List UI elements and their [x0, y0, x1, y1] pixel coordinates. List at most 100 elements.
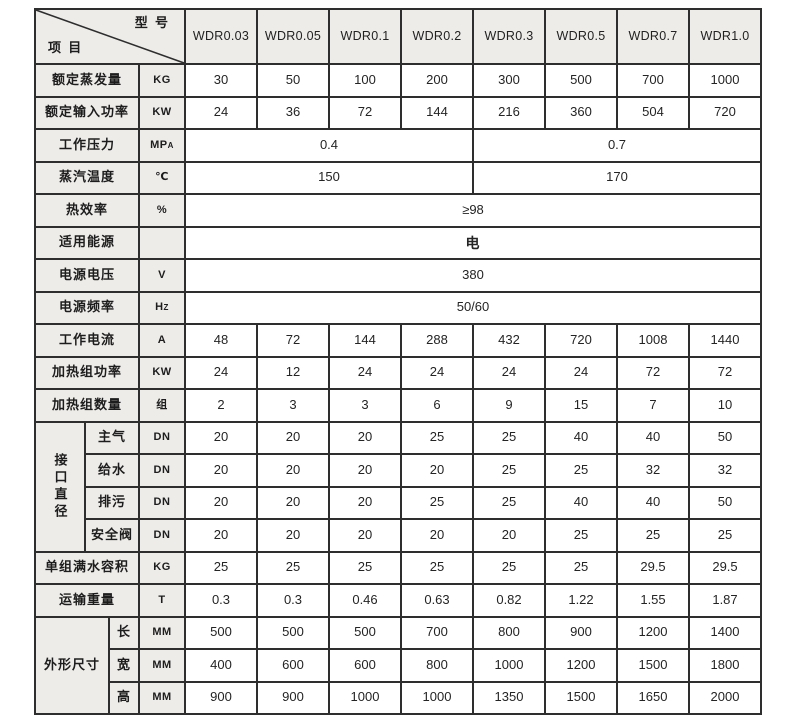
model-header: WDR1.0 [688, 8, 762, 65]
unit-cell: MM [138, 680, 186, 715]
value-cell: 25 [472, 453, 546, 488]
value-cell: 0.3 [184, 583, 258, 618]
value-cell: 1000 [328, 680, 402, 715]
value-cell: 25 [400, 420, 474, 455]
sub-label: 高 [108, 680, 140, 715]
row-rated-input-power: 额定输入功率 KW 24 36 72 144 216 360 504 720 [34, 95, 762, 130]
value-cell: 700 [400, 615, 474, 650]
unit-cell: 组 [138, 388, 186, 423]
row-steam-temperature: 蒸汽温度 ℃ 150 170 [34, 160, 762, 195]
value-cell-merged: 50/60 [184, 290, 762, 325]
row-dimension-height: 高 MM 900 900 1000 1000 1350 1500 1650 20… [35, 680, 762, 715]
value-cell: 32 [688, 453, 762, 488]
row-label: 加热组数量 [34, 388, 140, 423]
value-cell: 50 [256, 63, 330, 98]
value-cell: 20 [256, 518, 330, 553]
value-cell: 100 [328, 63, 402, 98]
model-header: WDR0.03 [184, 8, 258, 65]
value-cell: 12 [256, 355, 330, 390]
sub-label: 主气 [84, 420, 140, 455]
unit-cell [138, 225, 186, 260]
value-cell: 50 [688, 420, 762, 455]
value-cell: 40 [544, 485, 618, 520]
unit-cell: KW [138, 355, 186, 390]
value-cell: 24 [184, 95, 258, 130]
row-pipe-main-steam: 接口直径 主气 DN 20 20 20 25 25 40 40 50 [34, 420, 762, 553]
value-cell: 25 [472, 420, 546, 455]
value-cell: 29.5 [616, 550, 690, 585]
unit-cell: V [138, 258, 186, 293]
model-header: WDR0.05 [256, 8, 330, 65]
unit-cell: MPa [138, 128, 186, 163]
value-cell: 2000 [688, 680, 762, 715]
value-cell: 0.63 [400, 583, 474, 618]
row-label: 额定输入功率 [34, 95, 140, 130]
row-label: 额定蒸发量 [34, 63, 140, 98]
model-header: WDR0.3 [472, 8, 546, 65]
value-cell: 24 [472, 355, 546, 390]
row-power-frequency: 电源频率 Hz 50/60 [34, 290, 762, 325]
value-cell: 6 [400, 388, 474, 423]
value-cell: 1.55 [616, 583, 690, 618]
value-cell-merged: ≥98 [184, 193, 762, 228]
unit-cell: KG [138, 63, 186, 98]
row-pipe-blowdown: 排污 DN 20 20 20 25 25 40 40 50 [35, 485, 762, 520]
value-cell: 900 [544, 615, 618, 650]
spec-table: 型 号 项 目 WDR0.03 WDR0.05 WDR0.1 WDR0.2 WD… [34, 8, 762, 715]
value-cell: 24 [184, 355, 258, 390]
value-cell: 25 [184, 550, 258, 585]
sub-label: 给水 [84, 453, 140, 488]
row-energy-source: 适用能源 电 [34, 225, 762, 260]
value-cell: 20 [400, 453, 474, 488]
value-cell: 144 [328, 323, 402, 358]
value-cell: 360 [544, 95, 618, 130]
value-cell: 72 [688, 355, 762, 390]
row-pipe-feed-water: 给水 DN 20 20 20 20 25 25 32 32 [35, 453, 762, 488]
value-cell-merged: 0.4 [184, 128, 474, 163]
value-cell: 20 [184, 485, 258, 520]
row-transport-weight: 运输重量 T 0.3 0.3 0.46 0.63 0.82 1.22 1.55 … [34, 583, 762, 618]
value-cell: 32 [616, 453, 690, 488]
value-cell: 1000 [688, 63, 762, 98]
value-cell: 0.82 [472, 583, 546, 618]
row-water-volume-per-group: 单组满水容积 KG 25 25 25 25 25 25 29.5 29.5 [34, 550, 762, 585]
unit-cell: Hz [138, 290, 186, 325]
unit-cell: T [138, 583, 186, 618]
unit-cell: KG [138, 550, 186, 585]
value-cell: 720 [688, 95, 762, 130]
sub-label: 宽 [108, 648, 140, 683]
value-cell: 20 [256, 420, 330, 455]
value-cell-merged: 0.7 [472, 128, 762, 163]
corner-model-label: 型 号 [134, 15, 168, 30]
value-cell: 25 [544, 453, 618, 488]
row-rated-evaporation: 额定蒸发量 KG 30 50 100 200 300 500 700 1000 [34, 63, 762, 98]
value-cell: 20 [328, 453, 402, 488]
unit-cell: MM [138, 615, 186, 650]
value-cell: 1800 [688, 648, 762, 683]
value-cell: 20 [328, 518, 402, 553]
spec-table-wrapper: 型 号 项 目 WDR0.03 WDR0.05 WDR0.1 WDR0.2 WD… [34, 8, 762, 715]
value-cell: 24 [544, 355, 618, 390]
value-cell-merged: 150 [184, 160, 474, 195]
row-label: 工作电流 [34, 323, 140, 358]
row-label: 单组满水容积 [34, 550, 140, 585]
value-cell: 40 [616, 420, 690, 455]
value-cell: 3 [256, 388, 330, 423]
value-cell: 1500 [616, 648, 690, 683]
value-cell: 1200 [616, 615, 690, 650]
value-cell: 25 [400, 485, 474, 520]
value-cell: 25 [472, 485, 546, 520]
value-cell: 500 [544, 63, 618, 98]
value-cell: 25 [688, 518, 762, 553]
value-cell: 25 [400, 550, 474, 585]
model-header: WDR0.1 [328, 8, 402, 65]
unit-cell: % [138, 193, 186, 228]
value-cell: 20 [184, 420, 258, 455]
header-row: 型 号 项 目 WDR0.03 WDR0.05 WDR0.1 WDR0.2 WD… [34, 8, 762, 65]
row-dimension-length: 外形尺寸 长 MM 500 500 500 700 800 900 1200 1… [34, 615, 762, 715]
row-label: 加热组功率 [34, 355, 140, 390]
row-heater-group-power: 加热组功率 KW 24 12 24 24 24 24 72 72 [34, 355, 762, 390]
value-cell: 400 [184, 648, 258, 683]
value-cell: 720 [544, 323, 618, 358]
value-cell: 9 [472, 388, 546, 423]
